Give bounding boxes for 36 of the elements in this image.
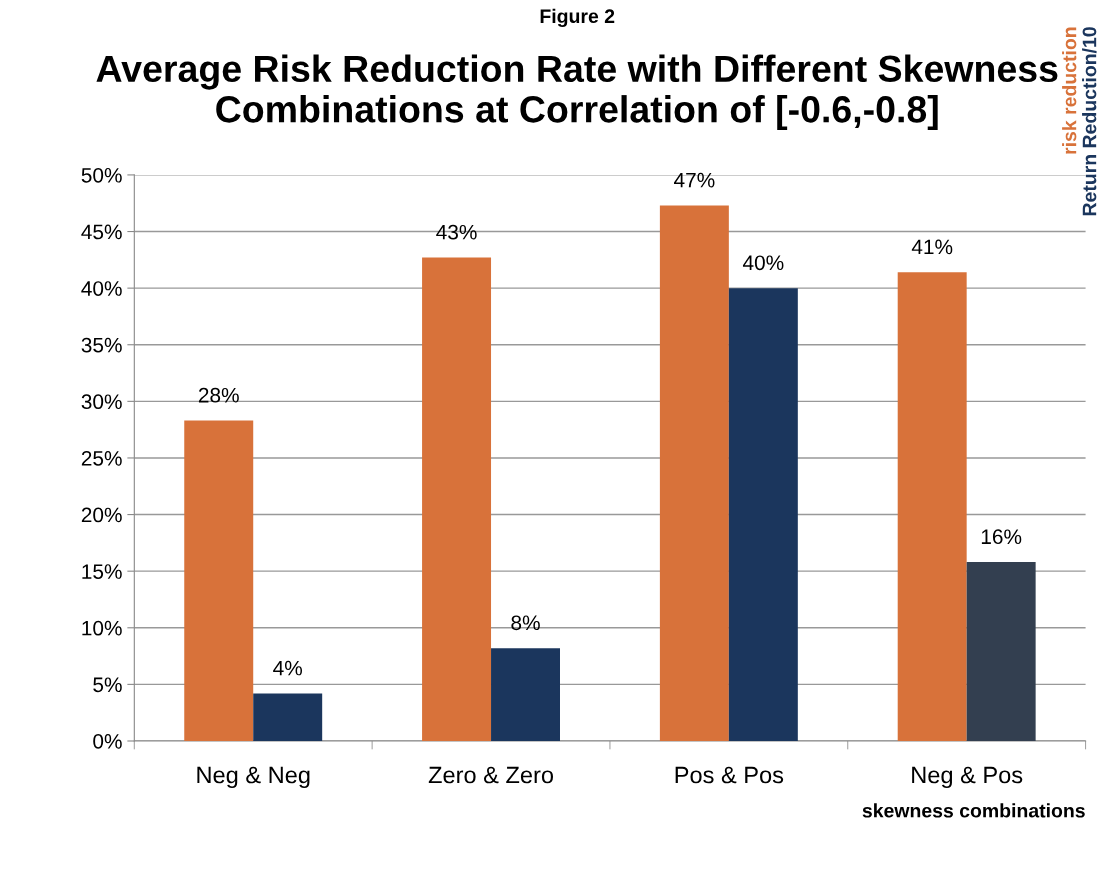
y-tick-label: 10% [82,620,122,636]
text: Return Reduction/10 [1082,27,1097,216]
data-label: 4% [273,660,303,676]
bar [422,257,492,741]
x-tick-label: Pos & Pos [675,766,784,784]
x-tick-label: Neg & Pos [912,766,1023,789]
data-label: 16% [981,529,1022,545]
caption: Figure 2 [540,8,615,27]
chart-title: Average Risk Reduction Rate with Different Skewness Combinations at Correlation of [-0.6,-0.8] [96,54,1058,131]
y-tick-label: 45% [81,224,122,240]
y-tick-label: 40% [81,281,122,296]
data-label: 41% [911,239,953,255]
x-axis-title: skewness combinations [862,803,1085,818]
data-label: 47% [674,172,715,188]
data-label: 43% [436,224,477,240]
bar [491,648,560,741]
y-tick-label: 20% [81,507,122,523]
bar [966,562,1036,741]
y-tick-label: 30% [81,394,122,410]
data-label: 28% [198,387,239,403]
y-tick-label: 15% [82,564,122,579]
y-tick-label: 0% [93,734,122,749]
x-tick-label: Neg & Neg [197,766,310,789]
bar [897,272,967,741]
y-tick-label: 25% [81,450,122,466]
bar [184,420,254,741]
y-tick-label: 50% [81,167,122,183]
bar [253,693,323,741]
data-label: 8% [511,615,540,631]
bar [728,288,798,741]
x-tick-label: Zero & Zero [428,766,554,784]
y-tick-label: 35% [81,337,122,353]
text: risk reduction [1062,27,1077,154]
y-tick-label: 5% [93,677,122,693]
bar [659,205,729,741]
data-label: 40% [742,255,784,271]
